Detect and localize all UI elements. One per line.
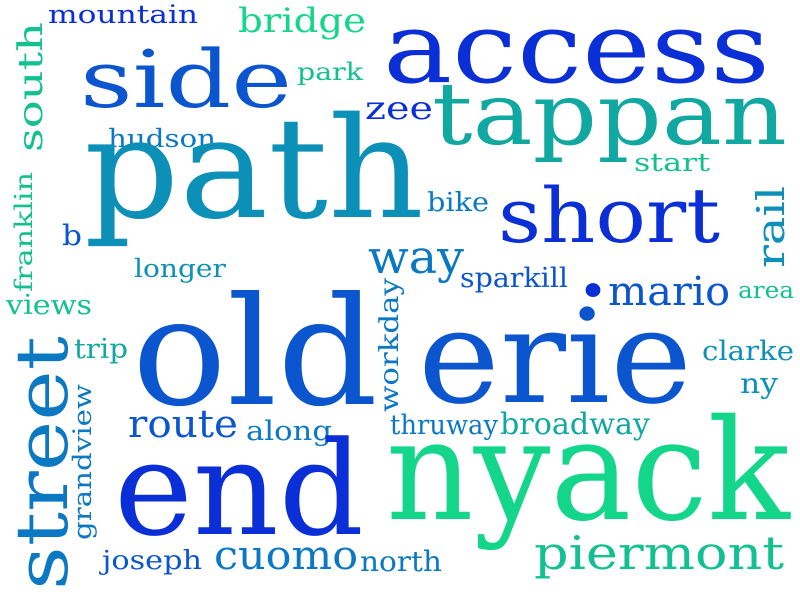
word-broadway: broadway [500, 407, 650, 442]
word-south: south [11, 21, 51, 152]
word-end: end [114, 413, 364, 565]
word-along: along [246, 416, 332, 447]
word-ny: ny [740, 367, 778, 400]
word-old: old [132, 266, 379, 440]
word-route: route [128, 402, 238, 446]
word-area: area [738, 278, 794, 304]
word-bridge: bridge [238, 1, 366, 41]
dot-marker: • [578, 264, 609, 320]
word-views: views [6, 290, 92, 321]
word-b: b [62, 219, 83, 252]
word-start: start [634, 148, 710, 177]
word-thruway: thruway [390, 410, 499, 441]
word-franklin: franklin [10, 171, 38, 292]
word-side: side [80, 33, 292, 126]
word-tappan: tappan [432, 65, 787, 165]
word-north: north [360, 545, 442, 578]
word-path: path [84, 88, 424, 251]
word-nyack: nyack [386, 390, 790, 553]
word-trip: trip [74, 334, 129, 365]
word-bike: bike [427, 188, 490, 218]
word-hudson: hudson [108, 124, 217, 153]
word-joseph: joseph [102, 546, 203, 576]
word-clarke: clarke [702, 336, 795, 367]
word-rail: rail [749, 185, 793, 268]
word-erie: erie [418, 281, 693, 433]
word-mountain: mountain [48, 0, 199, 29]
word-access: access [383, 0, 770, 106]
word-grandview: grandview [68, 384, 97, 540]
word-way: way [368, 230, 465, 284]
word-zee: zee [365, 89, 433, 127]
word-short: short [498, 171, 721, 260]
word-sparkill: sparkill [460, 263, 568, 294]
word-longer: longer [134, 254, 226, 283]
word-mario: mario [608, 269, 731, 315]
word-piermont: piermont [534, 526, 785, 580]
word-cuomo: cuomo [214, 533, 359, 579]
word-park: park [297, 58, 363, 86]
